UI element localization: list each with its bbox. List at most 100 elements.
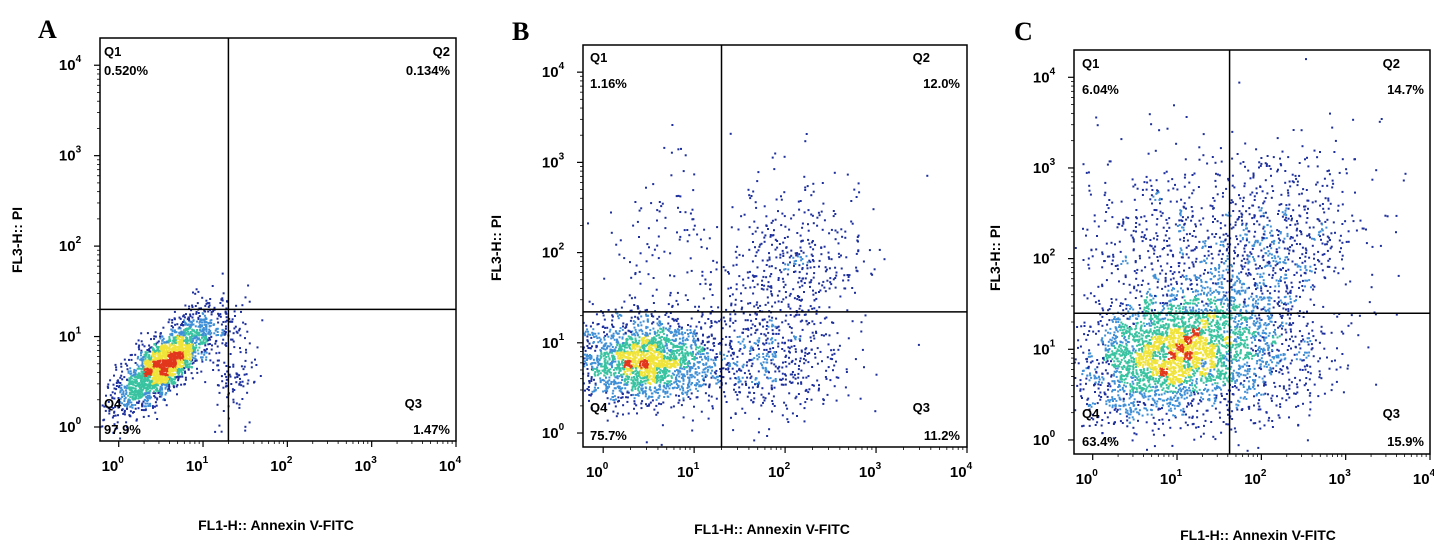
- scatter-point: [793, 260, 796, 263]
- scatter-point: [140, 378, 143, 381]
- scatter-point: [769, 338, 772, 341]
- scatter-point: [185, 336, 188, 339]
- scatter-point: [195, 339, 198, 342]
- scatter-point: [769, 377, 772, 380]
- scatter-point: [165, 345, 168, 348]
- scatter-point: [685, 337, 688, 340]
- scatter-point: [199, 342, 202, 345]
- scatter-point: [736, 245, 739, 248]
- scatter-point: [238, 329, 241, 332]
- scatter-point: [721, 338, 724, 340]
- scatter-point: [621, 364, 624, 367]
- scatter-point: [670, 406, 673, 409]
- scatter-point: [233, 346, 236, 349]
- scatter-point: [654, 369, 656, 372]
- scatter-point: [584, 362, 587, 365]
- scatter-point: [205, 356, 208, 359]
- scatter-point: [741, 383, 744, 386]
- scatter-point: [670, 383, 673, 385]
- scatter-point: [732, 321, 735, 324]
- scatter-point: [642, 390, 645, 393]
- scatter-point: [738, 367, 741, 370]
- scatter-point: [234, 315, 236, 317]
- scatter-point: [120, 365, 123, 368]
- scatter-point: [775, 351, 778, 354]
- scatter-point: [655, 341, 658, 344]
- scatter-point: [168, 318, 171, 321]
- scatter-point: [605, 351, 608, 354]
- scatter-point: [229, 353, 232, 355]
- scatter-point: [195, 336, 197, 339]
- scatter-point: [659, 366, 662, 369]
- scatter-point: [775, 332, 778, 335]
- scatter-point: [630, 369, 633, 372]
- scatter-point: [142, 400, 145, 403]
- scatter-point: [771, 410, 773, 413]
- scatter-point: [750, 359, 753, 361]
- scatter-point: [621, 379, 624, 381]
- scatter-point: [596, 337, 599, 340]
- scatter-point: [682, 377, 685, 380]
- scatter-point: [151, 358, 154, 361]
- scatter-point: [114, 427, 117, 430]
- scatter-point: [781, 377, 784, 380]
- scatter-point: [642, 347, 645, 349]
- scatter-point: [757, 341, 760, 344]
- scatter-point: [141, 343, 144, 346]
- scatter-point: [641, 400, 644, 403]
- scatter-point: [668, 339, 671, 342]
- scatter-point: [783, 401, 786, 404]
- panel-a-letter: A: [38, 15, 57, 44]
- scatter-point: [590, 336, 593, 339]
- scatter-point: [678, 349, 680, 352]
- scatter-point: [818, 265, 820, 268]
- scatter-point: [647, 364, 650, 367]
- scatter-point: [148, 394, 151, 397]
- scatter-point: [690, 269, 693, 272]
- scatter-point: [593, 378, 595, 381]
- scatter-point: [171, 368, 174, 370]
- scatter-point: [139, 393, 141, 395]
- scatter-point: [217, 314, 220, 317]
- scatter-point: [756, 180, 759, 183]
- scatter-point: [657, 329, 659, 332]
- scatter-point: [777, 279, 780, 281]
- scatter-point: [658, 384, 661, 387]
- scatter-point: [796, 415, 798, 417]
- scatter-point: [767, 351, 770, 353]
- scatter-point: [676, 328, 679, 331]
- scatter-point: [766, 358, 769, 361]
- scatter-point: [804, 140, 807, 143]
- scatter-point: [682, 170, 685, 173]
- scatter-point: [221, 380, 224, 383]
- scatter-point: [104, 409, 107, 412]
- scatter-point: [750, 375, 753, 378]
- scatter-point: [155, 364, 158, 366]
- scatter-point: [204, 310, 207, 313]
- scatter-point: [636, 370, 639, 373]
- scatter-point: [763, 236, 766, 239]
- panel-a-q2-name: Q2: [433, 44, 450, 59]
- scatter-point: [687, 365, 690, 368]
- scatter-point: [855, 266, 858, 269]
- scatter-point: [638, 346, 641, 349]
- scatter-point: [617, 381, 620, 384]
- scatter-point: [701, 270, 704, 273]
- scatter-point: [152, 368, 155, 371]
- scatter-point: [739, 348, 742, 350]
- scatter-point: [170, 352, 173, 355]
- scatter-point: [136, 367, 139, 370]
- scatter-point: [619, 355, 622, 358]
- scatter-point: [682, 379, 685, 382]
- scatter-point: [666, 391, 669, 394]
- scatter-point: [788, 380, 791, 383]
- scatter-point: [770, 386, 773, 389]
- scatter-point: [612, 359, 614, 361]
- scatter-point: [126, 406, 129, 409]
- scatter-point: [601, 369, 604, 372]
- scatter-point: [173, 310, 176, 313]
- scatter-point: [780, 379, 783, 381]
- scatter-point: [816, 362, 819, 365]
- scatter-point: [714, 320, 717, 323]
- scatter-point: [689, 345, 692, 348]
